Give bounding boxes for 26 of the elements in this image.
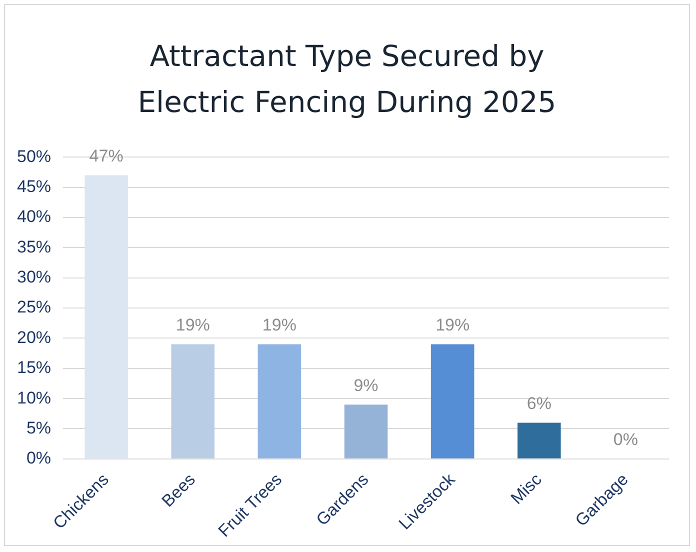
data-label: 19% xyxy=(436,315,470,334)
bar xyxy=(430,344,474,458)
y-tick-label: 25% xyxy=(16,298,52,317)
data-label: 6% xyxy=(526,394,552,413)
y-tick-label: 45% xyxy=(16,177,52,196)
y-tick-label: 20% xyxy=(16,328,52,347)
bar xyxy=(344,404,388,458)
y-tick-label: 15% xyxy=(16,358,52,378)
y-tick-label: 5% xyxy=(26,418,52,438)
data-label: 47% xyxy=(89,146,124,166)
y-tick-label: 35% xyxy=(16,237,52,256)
y-tick-label: 10% xyxy=(16,388,52,408)
y-tick-label: 30% xyxy=(16,268,52,287)
data-label: 0% xyxy=(613,430,638,450)
data-label: 19% xyxy=(176,315,210,334)
bar xyxy=(171,344,215,458)
data-label: 19% xyxy=(262,315,296,334)
bar xyxy=(518,422,561,458)
x-tick-label: Misc xyxy=(507,469,546,508)
y-tick-label: 0% xyxy=(26,448,52,468)
y-tick-label: 40% xyxy=(16,207,52,226)
chart-title: Attractant Type Secured by Electric Fencing During 2025 xyxy=(136,38,558,121)
bar xyxy=(84,175,128,458)
data-label: 9% xyxy=(354,376,378,395)
y-tick-label: 50% xyxy=(16,146,52,166)
bar xyxy=(258,344,302,458)
